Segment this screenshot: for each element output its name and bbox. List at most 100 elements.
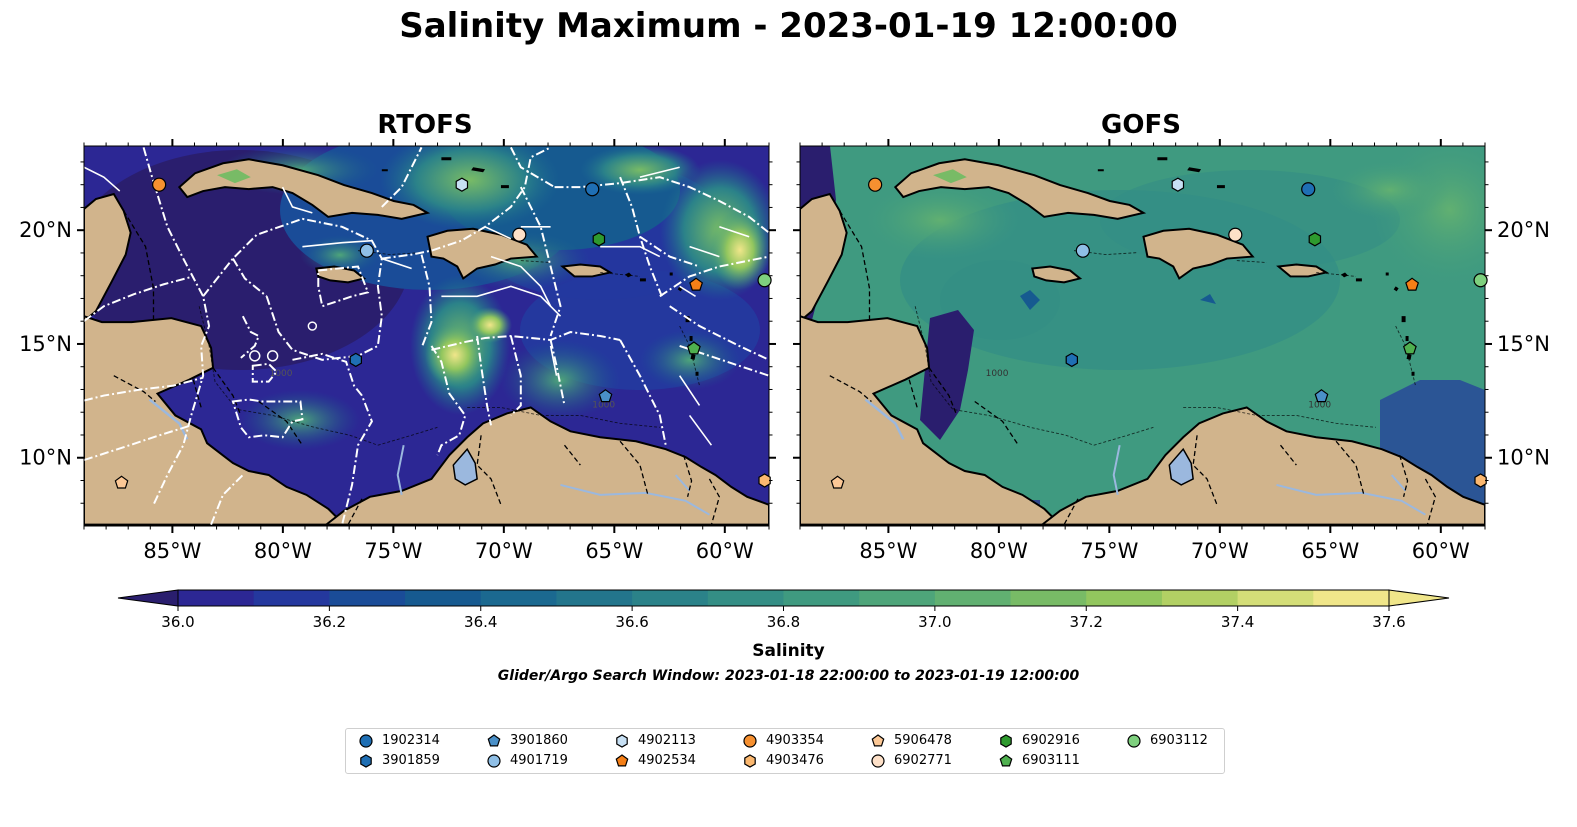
rtofs-map	[84, 146, 769, 526]
legend-label: 6903111	[1022, 753, 1080, 768]
lon-tick-label: 60°W	[1412, 539, 1470, 563]
legend-item-5906478: 5906478	[866, 732, 986, 750]
float-marker-1902314	[1301, 182, 1316, 197]
legend-item-6903111: 6903111	[994, 752, 1114, 770]
float-marker-4901719	[359, 243, 374, 258]
float-marker-4903354	[152, 177, 167, 192]
legend-label: 6902916	[1022, 733, 1080, 748]
panel-title-gofs: GOFS	[1101, 110, 1181, 140]
colorbar-extend-min	[117, 589, 179, 607]
legend-label: 6903112	[1150, 733, 1208, 748]
legend-item-6902771: 6902771	[866, 752, 986, 770]
float-marker-4902534	[689, 277, 704, 291]
legend-label: 4903354	[766, 733, 824, 748]
float-marker-6903111	[1402, 341, 1417, 355]
legend-item-6903112: 6903112	[1122, 732, 1242, 750]
float-marker-4901719	[1075, 243, 1090, 258]
colorbar-segment	[329, 590, 406, 606]
colorbar-segment	[1010, 590, 1087, 606]
legend-marker-4903476	[744, 754, 756, 768]
legend-label: 6902771	[894, 753, 952, 768]
gofs-map	[800, 146, 1485, 526]
contour-label: 1000	[592, 401, 615, 411]
colorbar-tick-label: 37.4	[1221, 613, 1254, 631]
legend-item-3901860: 3901860	[482, 732, 602, 750]
float-marker-6902916	[592, 232, 606, 247]
legend-marker-5906478	[871, 734, 885, 747]
lat-tick-label: 20°N	[19, 218, 72, 242]
rtofs-float-markers	[114, 177, 772, 489]
lon-tick-label: 75°W	[364, 539, 422, 563]
colorbar-tick-label: 36.0	[161, 613, 194, 631]
float-marker-4903476	[1474, 473, 1487, 488]
legend-marker-4902534	[615, 754, 629, 767]
float-marker-6902771	[1228, 227, 1243, 242]
lat-tick-label: 15°N	[19, 332, 72, 356]
legend-marker-6902916	[1000, 734, 1012, 748]
colorbar-segment	[556, 590, 633, 606]
legend-marker-3901859	[360, 754, 372, 768]
legend-item-4903476: 4903476	[738, 752, 858, 770]
colorbar-tick-label: 36.6	[615, 613, 648, 631]
legend-label: 1902314	[382, 733, 440, 748]
legend-item-6902916: 6902916	[994, 732, 1114, 750]
colorbar-segment	[632, 590, 709, 606]
float-legend: 1902314 3901859 3901860 4901719 4902113 49025…	[345, 728, 1225, 774]
legend-marker-4902113	[616, 734, 628, 748]
float-marker-3901860	[598, 389, 613, 403]
legend-item-4901719: 4901719	[482, 752, 602, 770]
float-marker-6903111	[686, 341, 701, 355]
lon-tick-label: 70°W	[1191, 539, 1249, 563]
colorbar-tick-label: 36.2	[313, 613, 346, 631]
float-marker-6902916	[1308, 232, 1322, 247]
float-marker-3901859	[349, 352, 362, 368]
colorbar-tick-label: 37.0	[918, 613, 951, 631]
contour-label: 1000	[270, 369, 293, 379]
figure-title: Salinity Maximum - 2023-01-19 12:00:00	[399, 6, 1178, 46]
colorbar-segment	[480, 590, 557, 606]
gofs-float-markers	[830, 177, 1488, 489]
axis-tick-labels: 85°W 80°W 75°W 70°W 65°W 60°W 20°N 15°N 10°N 85°W…	[19, 218, 1550, 563]
lon-tick-label: 60°W	[696, 539, 754, 563]
lon-tick-label: 85°W	[859, 539, 917, 563]
colorbar-tick-label: 37.6	[1372, 613, 1405, 631]
colorbar-segment	[1161, 590, 1239, 606]
lon-tick-label: 80°W	[970, 539, 1028, 563]
float-marker-6903112	[757, 273, 772, 288]
rtofs-frame	[83, 145, 770, 527]
lon-tick-label: 65°W	[585, 539, 643, 563]
legend-label: 3901860	[510, 733, 568, 748]
float-marker-4902113	[455, 177, 469, 192]
float-marker-4902534	[1405, 277, 1420, 291]
legend-marker-6903112	[1127, 734, 1141, 748]
legend-item-4902534: 4902534	[610, 752, 730, 770]
lon-tick-label: 65°W	[1301, 539, 1359, 563]
panel-title-rtofs: RTOFS	[377, 110, 473, 140]
colorbar-tick-label: 36.8	[767, 613, 800, 631]
legend-marker-1902314	[359, 734, 373, 748]
colorbar-segment	[405, 590, 482, 606]
legend-label: 4902534	[638, 753, 696, 768]
legend-label: 4901719	[510, 753, 568, 768]
gofs-frame	[799, 145, 1486, 527]
lat-tick-label: 15°N	[1497, 332, 1550, 356]
float-marker-3901860	[1314, 389, 1329, 403]
legend-marker-6902771	[871, 754, 885, 768]
colorbar-segment	[1237, 590, 1314, 606]
salinity-colorbar	[117, 589, 1450, 607]
lat-tick-label: 10°N	[1497, 446, 1550, 470]
colorbar-segment	[1086, 590, 1163, 606]
colorbar-segment	[859, 590, 936, 606]
search-window-text: Glider/Argo Search Window: 2023-01-18 22…	[497, 668, 1080, 684]
legend-item-1902314: 1902314	[354, 732, 474, 750]
float-marker-4902113	[1171, 177, 1185, 192]
float-marker-6903112	[1473, 273, 1488, 288]
legend-label: 3901859	[382, 753, 440, 768]
float-marker-5906478	[830, 475, 845, 489]
float-marker-6902771	[512, 227, 527, 242]
colorbar-segment	[1313, 590, 1390, 606]
legend-marker-4903354	[743, 734, 757, 748]
colorbar-tick-label: 36.4	[464, 613, 497, 631]
legend-marker-4901719	[487, 754, 501, 768]
gofs-contour-labels: 1000 1000	[986, 369, 1332, 411]
